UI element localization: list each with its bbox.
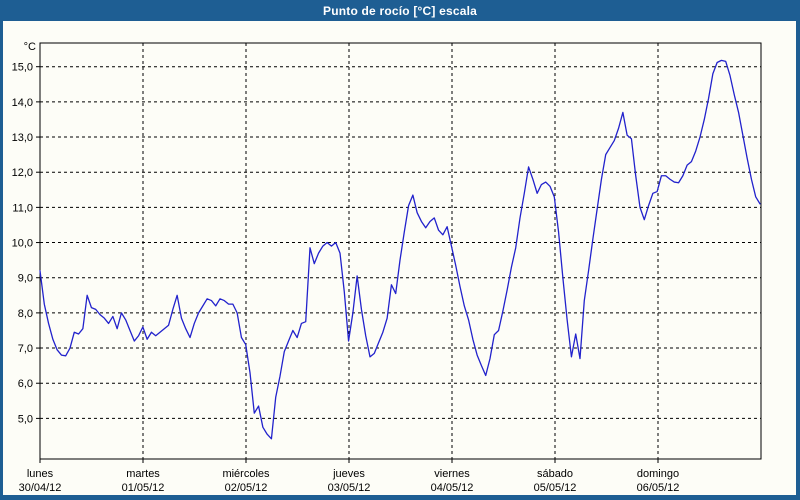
day-gridlines bbox=[39, 43, 659, 463]
window-titlebar: Punto de rocío [°C] escala bbox=[0, 0, 800, 21]
day-name-label: viernes bbox=[434, 468, 470, 480]
day-date-label: 03/05/12 bbox=[328, 482, 371, 494]
day-date-label: 04/05/12 bbox=[431, 482, 474, 494]
svg-text:6,0: 6,0 bbox=[18, 378, 33, 390]
svg-text:8,0: 8,0 bbox=[18, 308, 33, 320]
day-name-label: martes bbox=[126, 468, 160, 480]
dew-point-line bbox=[39, 59, 761, 440]
svg-text:°C: °C bbox=[24, 41, 36, 53]
svg-text:5,0: 5,0 bbox=[18, 413, 33, 425]
day-name-label: lunes bbox=[27, 468, 54, 480]
day-date-label: 05/05/12 bbox=[534, 482, 577, 494]
chart-background bbox=[3, 21, 796, 495]
day-date-label: 02/05/12 bbox=[225, 482, 268, 494]
day-name-label: sábado bbox=[537, 468, 573, 480]
day-name-label: domingo bbox=[637, 468, 679, 480]
window-title: Punto de rocío [°C] escala bbox=[322, 3, 478, 18]
svg-text:10,0: 10,0 bbox=[12, 238, 33, 250]
day-name-label: miércoles bbox=[222, 468, 270, 480]
svg-text:9,0: 9,0 bbox=[18, 273, 33, 285]
svg-text:12,0: 12,0 bbox=[12, 167, 33, 179]
y-tick-labels: 15,0 14,0 13,0 12,0 11,0 10,0 9,0 8,0 7,0 6,0 5,0 bbox=[12, 62, 33, 426]
day-date-label: 06/05/12 bbox=[637, 482, 680, 494]
x-day-labels: lunes 30/04/12 martes 01/05/12 miércoles 02/0… bbox=[19, 468, 680, 494]
y-axis-unit-label: °C bbox=[24, 41, 36, 53]
day-name-label: jueves bbox=[332, 468, 365, 480]
svg-text:14,0: 14,0 bbox=[12, 97, 33, 109]
day-date-label: 30/04/12 bbox=[19, 482, 62, 494]
svg-text:15,0: 15,0 bbox=[12, 62, 33, 74]
svg-text:13,0: 13,0 bbox=[12, 132, 33, 144]
svg-text:7,0: 7,0 bbox=[18, 343, 33, 355]
day-date-label: 01/05/12 bbox=[122, 482, 165, 494]
plot-border bbox=[39, 42, 762, 460]
y-gridlines bbox=[36, 66, 761, 419]
svg-text:11,0: 11,0 bbox=[12, 202, 33, 214]
